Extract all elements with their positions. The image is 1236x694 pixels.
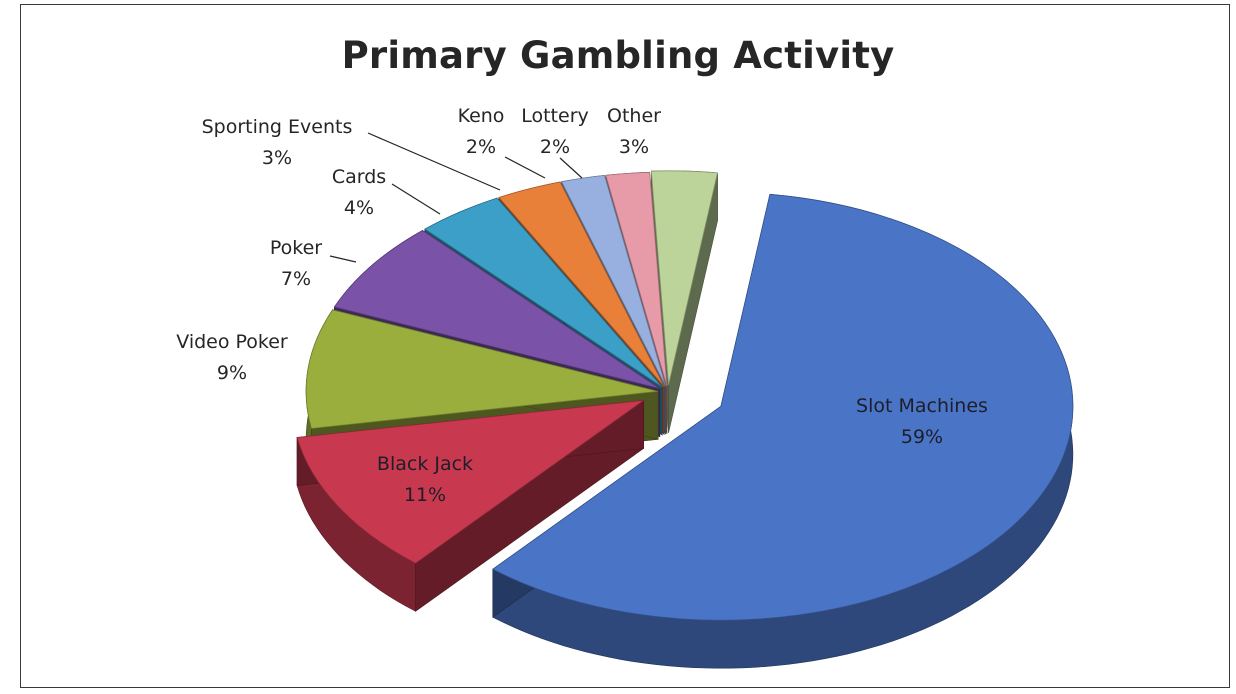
slice-value-lottery: 2% [540,136,570,158]
leader-line-keno [504,156,546,179]
slice-label-cards: Cards [332,166,386,188]
pie-slice-top-black-jack [296,399,646,564]
slice-value-video-poker: 9% [217,362,247,384]
pie-slice-top-slot-machines [492,193,1074,621]
slice-value-cards: 4% [344,197,374,219]
slice-label-other: Other [607,105,661,127]
slice-value-other: 3% [619,136,649,158]
pie-slice-top-video-poker [305,309,659,429]
slice-label-keno: Keno [458,105,505,127]
chart-title: Primary Gambling Activity [341,34,895,77]
pie-slice-top-sporting-events [498,181,665,387]
leader-line-lottery [559,157,583,179]
pie-slice-top-cards [424,197,663,388]
leader-line-cards [391,183,441,215]
slice-value-sporting-events: 3% [262,147,292,169]
slice-label-lottery: Lottery [521,105,589,127]
pie-slice-top-keno [561,174,667,387]
slice-value-poker: 7% [281,268,311,290]
slice-label-slot-machines: Slot Machines [856,395,988,417]
pie-slice-top-other [650,170,718,385]
leader-line-sporting-events [367,132,501,191]
slice-value-keno: 2% [466,136,496,158]
slice-label-black-jack: Black Jack [377,453,473,475]
pie-slice-top-lottery [605,171,668,387]
slice-label-sporting-events: Sporting Events [202,116,353,138]
slice-label-poker: Poker [270,237,322,259]
slice-value-black-jack: 11% [404,484,446,506]
pie-slice-top-poker [333,230,661,389]
slice-label-video-poker: Video Poker [176,331,288,353]
leader-line-poker [329,255,357,263]
slice-value-slot-machines: 59% [901,426,943,448]
